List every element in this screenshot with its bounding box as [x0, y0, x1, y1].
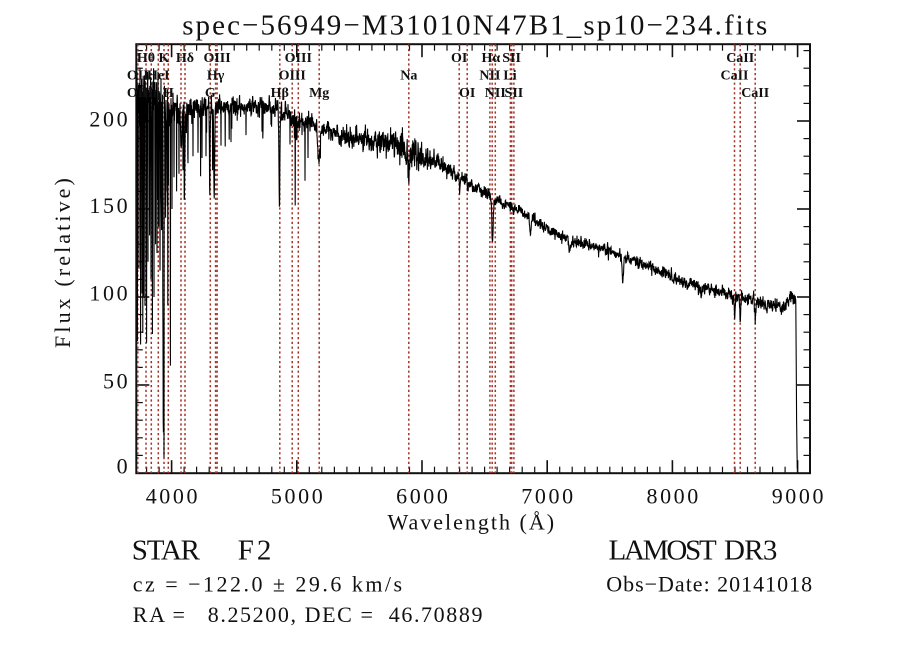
- svg-text:7000: 7000: [521, 484, 575, 509]
- svg-text:F2: F2: [238, 534, 275, 566]
- svg-text:H: H: [163, 86, 174, 101]
- svg-text:Wavelength (Å): Wavelength (Å): [388, 509, 557, 534]
- svg-text:8000: 8000: [646, 484, 700, 509]
- svg-text:DR3: DR3: [724, 534, 777, 566]
- svg-text:OIII: OIII: [285, 51, 312, 66]
- svg-text:OII: OII: [127, 86, 149, 101]
- svg-text:Mg: Mg: [309, 86, 329, 101]
- svg-text:K: K: [159, 51, 170, 66]
- svg-text:Hδ: Hδ: [176, 51, 194, 66]
- svg-text:OIII: OIII: [279, 69, 306, 84]
- svg-text:100: 100: [89, 281, 130, 306]
- svg-text:G: G: [205, 86, 216, 101]
- svg-text:Obs−Date: 20141018: Obs−Date: 20141018: [606, 572, 813, 597]
- svg-text:Flux (relative): Flux (relative): [50, 175, 75, 348]
- svg-text:OI: OI: [451, 51, 467, 66]
- svg-text:Hθ: Hθ: [137, 51, 155, 66]
- svg-text:Hα: Hα: [481, 51, 500, 66]
- svg-text:0: 0: [117, 453, 131, 478]
- svg-text:4000: 4000: [146, 484, 200, 509]
- svg-text:9000: 9000: [772, 484, 826, 509]
- svg-text:200: 200: [89, 107, 130, 132]
- svg-text:SII: SII: [505, 86, 524, 101]
- svg-text:Hη: Hη: [142, 86, 161, 101]
- svg-text:cz = −122.0 ± 29.6 km/s: cz = −122.0 ± 29.6 km/s: [133, 572, 405, 597]
- svg-text:50: 50: [103, 369, 130, 394]
- svg-text:OIII: OIII: [203, 51, 230, 66]
- svg-text:CaII: CaII: [720, 69, 748, 84]
- svg-text:RA = 8.25200, DEC = 46.7088: RA = 8.25200, DEC = 46.70889: [133, 602, 484, 627]
- svg-text:SII: SII: [502, 51, 521, 66]
- svg-text:CaII: CaII: [741, 86, 769, 101]
- svg-text:OI: OI: [459, 86, 475, 101]
- svg-text:Li: Li: [503, 69, 516, 84]
- svg-text:NII: NII: [479, 69, 500, 84]
- svg-text:Hβ: Hβ: [271, 86, 289, 101]
- svg-text:STAR: STAR: [132, 534, 201, 566]
- svg-text:CaII: CaII: [726, 51, 754, 66]
- svg-text:6000: 6000: [396, 484, 450, 509]
- svg-text:Na: Na: [400, 69, 417, 84]
- svg-text:OII: OII: [127, 69, 149, 84]
- svg-text:NII: NII: [485, 86, 506, 101]
- svg-text:LAMOST: LAMOST: [609, 534, 718, 566]
- svg-text:150: 150: [89, 193, 130, 218]
- svg-text:Hγ: Hγ: [207, 69, 225, 84]
- svg-text:5000: 5000: [271, 484, 325, 509]
- svg-text:spec−56949−M31010N47B1_sp10−23: spec−56949−M31010N47B1_sp10−234.fits: [182, 10, 769, 42]
- svg-text:HeI: HeI: [147, 69, 170, 84]
